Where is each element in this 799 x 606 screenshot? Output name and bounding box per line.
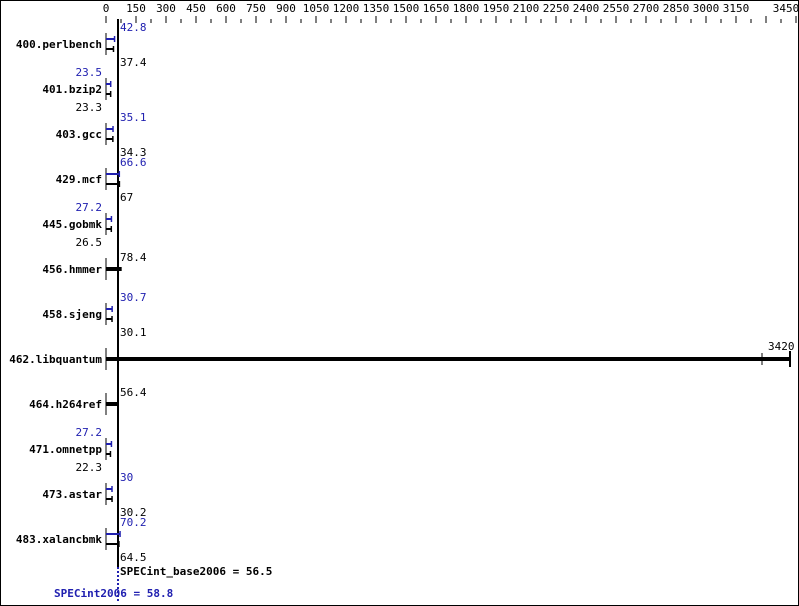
benchmark-label: 464.h264ref bbox=[29, 398, 102, 411]
benchmark-label: 400.perlbench bbox=[16, 38, 102, 51]
base-value-label: 64.5 bbox=[120, 551, 147, 564]
base-value-label: 30.1 bbox=[120, 326, 147, 339]
peak-value-label: 70.2 bbox=[120, 516, 147, 529]
x-tick-label: 450 bbox=[186, 2, 206, 15]
x-tick-label: 2400 bbox=[573, 2, 600, 15]
x-tick-label: 300 bbox=[156, 2, 176, 15]
base-mean-label: SPECint_base2006 = 56.5 bbox=[120, 565, 272, 578]
benchmark-label: 403.gcc bbox=[56, 128, 102, 141]
x-tick-label: 900 bbox=[276, 2, 296, 15]
base-value-label: 78.4 bbox=[120, 251, 147, 264]
x-tick-label: 3000 bbox=[693, 2, 720, 15]
base-value-label: 56.4 bbox=[120, 386, 147, 399]
peak-value-label: 23.5 bbox=[76, 66, 103, 79]
x-tick-label: 2100 bbox=[513, 2, 540, 15]
benchmark-label: 458.sjeng bbox=[42, 308, 102, 321]
peak-value-label: 66.6 bbox=[120, 156, 147, 169]
benchmark-label: 483.xalancbmk bbox=[16, 533, 102, 546]
benchmark-label: 462.libquantum bbox=[9, 353, 102, 366]
x-tick-label: 1800 bbox=[453, 2, 480, 15]
x-tick-label: 2250 bbox=[543, 2, 570, 15]
x-tick-label: 150 bbox=[126, 2, 146, 15]
x-tick-label: 3450 bbox=[773, 2, 798, 15]
x-tick-label: 1650 bbox=[423, 2, 450, 15]
x-tick-label: 3150 bbox=[723, 2, 750, 15]
x-tick-label: 1350 bbox=[363, 2, 390, 15]
x-tick-label: 1500 bbox=[393, 2, 420, 15]
x-tick-label: 2850 bbox=[663, 2, 690, 15]
base-value-label: 22.3 bbox=[76, 461, 103, 474]
peak-mean-label: SPECint2006 = 58.8 bbox=[54, 587, 173, 600]
base-value-label: 67 bbox=[120, 191, 133, 204]
base-value-label: 34.3 bbox=[120, 146, 147, 159]
base-value-label: 30.2 bbox=[120, 506, 147, 519]
peak-value-label: 30.7 bbox=[120, 291, 147, 304]
benchmark-label: 401.bzip2 bbox=[42, 83, 102, 96]
peak-value-label: 42.8 bbox=[120, 21, 147, 34]
benchmark-label: 429.mcf bbox=[56, 173, 102, 186]
benchmark-label: 473.astar bbox=[42, 488, 102, 501]
peak-value-label: 35.1 bbox=[120, 111, 147, 124]
x-tick-label: 750 bbox=[246, 2, 266, 15]
base-value-label: 26.5 bbox=[76, 236, 103, 249]
x-tick-label: 600 bbox=[216, 2, 236, 15]
x-tick-label: 1050 bbox=[303, 2, 330, 15]
benchmark-label: 456.hmmer bbox=[42, 263, 102, 276]
peak-value-label: 27.2 bbox=[76, 426, 103, 439]
benchmark-label: 445.gobmk bbox=[42, 218, 102, 231]
x-tick-label: 2700 bbox=[633, 2, 660, 15]
peak-value-label: 27.2 bbox=[76, 201, 103, 214]
base-value-label: 37.4 bbox=[120, 56, 147, 69]
x-tick-label: 2550 bbox=[603, 2, 630, 15]
x-tick-label: 1950 bbox=[483, 2, 510, 15]
benchmark-label: 471.omnetpp bbox=[29, 443, 102, 456]
base-value-label: 23.3 bbox=[76, 101, 103, 114]
base-value-label: 3420 bbox=[768, 340, 795, 353]
peak-value-label: 30 bbox=[120, 471, 133, 484]
x-tick-label: 0 bbox=[103, 2, 110, 15]
x-tick-label: 1200 bbox=[333, 2, 360, 15]
